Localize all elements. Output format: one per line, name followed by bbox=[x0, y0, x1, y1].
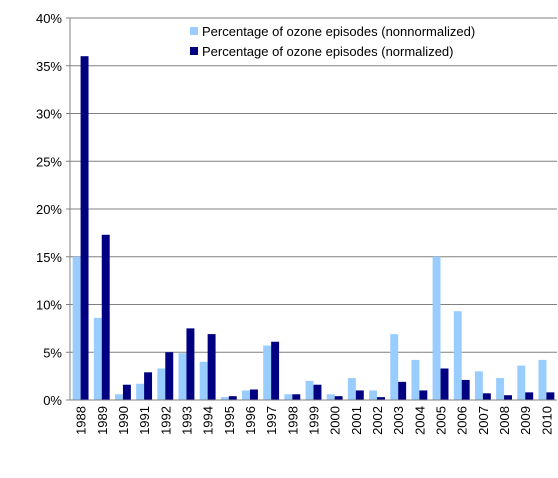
bar bbox=[525, 392, 534, 400]
bar bbox=[284, 394, 293, 400]
x-tick-label: 2003 bbox=[391, 406, 406, 435]
y-tick-label: 40% bbox=[36, 11, 62, 26]
bar bbox=[504, 395, 513, 400]
x-tick-label: 1991 bbox=[137, 406, 152, 435]
bar bbox=[220, 397, 229, 400]
bar bbox=[461, 379, 470, 400]
bar bbox=[347, 378, 356, 400]
x-tick-label: 1999 bbox=[307, 406, 322, 435]
bar bbox=[369, 390, 378, 400]
bar bbox=[482, 393, 491, 400]
bar bbox=[165, 352, 174, 400]
bar bbox=[199, 361, 208, 400]
bar bbox=[72, 256, 81, 400]
y-tick-label: 20% bbox=[36, 202, 62, 217]
bar bbox=[432, 256, 441, 400]
x-tick-label: 1995 bbox=[222, 406, 237, 435]
bar bbox=[313, 384, 322, 400]
x-tick-label: 1990 bbox=[116, 406, 131, 435]
legend-swatch bbox=[190, 47, 198, 55]
x-tick-label: 2009 bbox=[518, 406, 533, 435]
legend-swatch bbox=[190, 27, 198, 35]
y-tick-label: 15% bbox=[36, 250, 62, 265]
x-tick-label: 2008 bbox=[497, 406, 512, 435]
x-tick-label: 2007 bbox=[476, 406, 491, 435]
bar bbox=[80, 56, 89, 400]
bar bbox=[157, 368, 166, 400]
bar bbox=[93, 317, 102, 400]
bar bbox=[101, 234, 110, 400]
x-tick-label: 2005 bbox=[434, 406, 449, 435]
bar bbox=[242, 390, 250, 400]
bar bbox=[377, 397, 385, 400]
x-tick-label: 1997 bbox=[264, 406, 279, 435]
x-tick-label: 1988 bbox=[74, 406, 89, 435]
bar bbox=[228, 396, 237, 400]
bar bbox=[136, 383, 145, 400]
y-tick-label: 30% bbox=[36, 107, 62, 122]
bar bbox=[411, 359, 420, 400]
x-tick-label: 2010 bbox=[539, 406, 554, 435]
x-tick-label: 1992 bbox=[158, 406, 173, 435]
x-tick-label: 2006 bbox=[455, 406, 470, 435]
bar bbox=[496, 378, 505, 400]
legend-label: Percentage of ozone episodes (normalized… bbox=[202, 44, 453, 59]
bar bbox=[178, 353, 187, 400]
bar bbox=[453, 311, 462, 400]
bar bbox=[305, 380, 314, 400]
x-tick-label: 1989 bbox=[95, 406, 110, 435]
bar bbox=[390, 334, 399, 400]
bar bbox=[249, 389, 258, 400]
y-tick-label: 5% bbox=[43, 345, 62, 360]
bar bbox=[538, 359, 547, 400]
bar bbox=[474, 371, 483, 400]
bar bbox=[398, 381, 407, 400]
x-tick-label: 1996 bbox=[243, 406, 258, 435]
y-tick-label: 35% bbox=[36, 59, 62, 74]
x-tick-label: 2000 bbox=[328, 406, 343, 435]
x-tick-label: 1993 bbox=[179, 406, 194, 435]
bar bbox=[207, 334, 216, 400]
bar bbox=[440, 368, 449, 400]
y-tick-label: 10% bbox=[36, 298, 62, 313]
bar bbox=[355, 390, 364, 400]
y-tick-label: 25% bbox=[36, 154, 62, 169]
bar bbox=[419, 390, 428, 400]
bar bbox=[517, 365, 526, 400]
bar bbox=[271, 341, 280, 400]
bar bbox=[263, 345, 272, 400]
bar bbox=[144, 372, 153, 400]
y-tick-label: 0% bbox=[43, 393, 62, 408]
x-tick-label: 2004 bbox=[412, 406, 427, 435]
bar bbox=[334, 396, 343, 400]
bar bbox=[122, 384, 131, 400]
x-tick-label: 1998 bbox=[285, 406, 300, 435]
bar bbox=[326, 394, 335, 400]
bar bbox=[186, 328, 195, 400]
bar bbox=[292, 394, 301, 400]
x-tick-label: 2002 bbox=[370, 406, 385, 435]
legend-label: Percentage of ozone episodes (nonnormali… bbox=[202, 24, 475, 39]
x-tick-label: 1994 bbox=[201, 406, 216, 435]
bar bbox=[546, 392, 555, 400]
x-tick-label: 2001 bbox=[349, 406, 364, 435]
bar bbox=[114, 394, 123, 400]
